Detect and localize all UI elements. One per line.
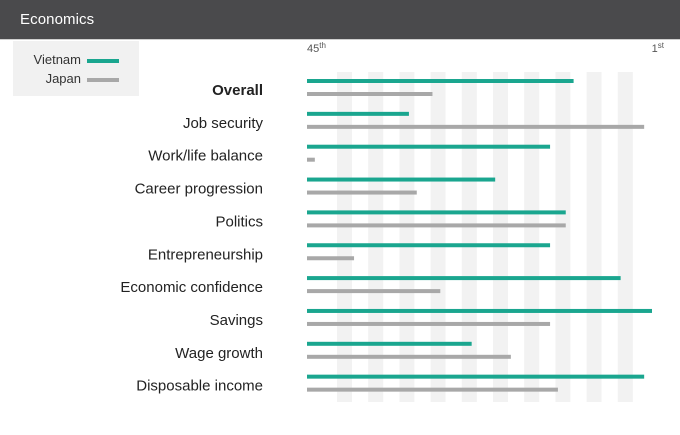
axis-label-rank-1: 1st bbox=[652, 41, 665, 55]
bar-japan bbox=[307, 190, 417, 195]
bar-vietnam bbox=[307, 111, 409, 116]
section-title: Economics bbox=[20, 11, 95, 28]
legend-swatch-vietnam bbox=[87, 59, 119, 63]
background-stripe bbox=[524, 72, 540, 402]
category-label: Wage growth bbox=[175, 345, 263, 362]
category-label: Politics bbox=[215, 213, 263, 230]
background-stripe bbox=[617, 72, 633, 402]
category-label: Disposable income bbox=[136, 378, 263, 395]
bar-vietnam bbox=[307, 210, 566, 215]
axis-label-rank-45: 45th bbox=[307, 41, 326, 55]
background-stripe bbox=[461, 72, 477, 402]
bar-japan bbox=[307, 256, 355, 261]
bar-vietnam bbox=[307, 177, 496, 182]
bar-vietnam bbox=[307, 374, 645, 379]
legend: Vietnam Japan bbox=[13, 41, 139, 96]
bar-vietnam bbox=[307, 308, 652, 313]
category-label: Economic confidence bbox=[120, 279, 263, 296]
category-label: Job security bbox=[183, 115, 264, 132]
bar-vietnam bbox=[307, 341, 472, 346]
background-stripe bbox=[430, 72, 446, 402]
legend-label-vietnam: Vietnam bbox=[33, 52, 81, 67]
bar-vietnam bbox=[307, 243, 551, 248]
bar-japan bbox=[307, 321, 551, 326]
category-label: Entrepreneurship bbox=[148, 246, 263, 263]
bar-japan bbox=[307, 387, 558, 392]
category-label: Career progression bbox=[135, 181, 263, 198]
bar-japan bbox=[307, 157, 315, 162]
legend-label-japan: Japan bbox=[45, 71, 81, 86]
legend-item-japan: Japan bbox=[13, 71, 139, 89]
background-stripe bbox=[368, 72, 384, 402]
background-stripe bbox=[337, 72, 352, 402]
bar-japan bbox=[307, 124, 645, 129]
category-label: Savings bbox=[210, 312, 263, 329]
category-label: Work/life balance bbox=[148, 148, 263, 165]
bar-japan bbox=[307, 354, 511, 359]
bar-vietnam bbox=[307, 79, 574, 83]
bar-japan bbox=[307, 92, 433, 96]
background-stripe bbox=[555, 72, 571, 402]
background-stripe bbox=[493, 72, 508, 402]
bar-japan bbox=[307, 289, 441, 294]
bar-vietnam bbox=[307, 144, 551, 149]
background-stripe bbox=[586, 72, 602, 402]
background-stripe bbox=[399, 72, 415, 402]
legend-swatch-japan bbox=[87, 78, 119, 82]
bar-vietnam bbox=[307, 276, 621, 281]
section-header: Economics bbox=[0, 0, 680, 40]
bar-japan bbox=[307, 223, 566, 228]
legend-item-vietnam: Vietnam bbox=[13, 52, 139, 70]
category-label: Overall bbox=[212, 82, 263, 99]
